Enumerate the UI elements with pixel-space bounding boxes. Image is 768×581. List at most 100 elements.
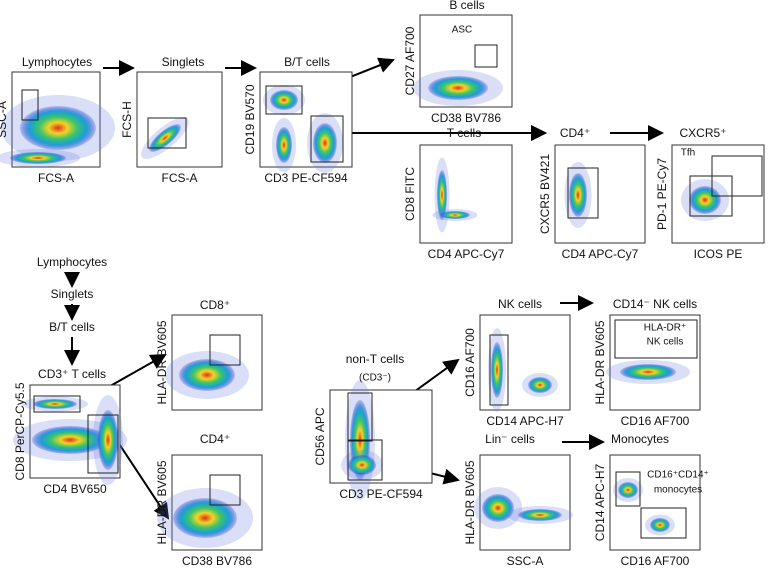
density: [569, 173, 587, 217]
gating-plot: CD4⁺ CD38 BV786 HLA-DR BV605: [155, 432, 263, 568]
gating-plot: CD3⁺ T cells CD4 BV650 CD8 PerCP-Cy5.5: [13, 367, 127, 496]
density: [10, 152, 66, 164]
x-axis-label: CD38 BV786: [431, 111, 501, 125]
gate: [21, 89, 39, 121]
annotation: Tfh: [681, 148, 695, 159]
y-axis-label: CXCR5 BV421: [538, 154, 552, 234]
y-axis-label: HLA-DR BV605: [593, 320, 607, 404]
y-axis-label: CD56 APC: [313, 407, 327, 465]
plot-title: CD8⁺: [200, 298, 230, 312]
x-axis-label: CD38 BV786: [182, 554, 252, 568]
density: [528, 377, 552, 393]
gating-plot: T cells CD4 APC-Cy7 CD8 FITC: [403, 126, 513, 261]
plot-title: Lin⁻ cells: [485, 432, 535, 446]
density: [491, 342, 503, 398]
y-axis-label: CD14 APC-H7: [593, 464, 607, 542]
plot-title: B cells: [449, 0, 484, 12]
density: [437, 170, 447, 220]
plot-title: CD3⁺ T cells: [38, 367, 106, 381]
y-axis-label: HLA-DR BV605: [155, 460, 169, 544]
flow-label: Singlets: [51, 287, 94, 301]
y-axis-label: CD19 BV570: [243, 84, 257, 154]
density: [518, 509, 562, 521]
plot-title: T cells: [447, 126, 481, 140]
gating-plot: non-T cells CD3 PE-CF594 CD56 APC (CD3⁻): [313, 352, 433, 501]
gating-plot: Lymphocytes FCS-A SSC-A: [0, 55, 115, 185]
density: [32, 426, 108, 454]
density: [276, 127, 292, 163]
plot-title: Singlets: [162, 55, 205, 69]
plot-frame: [329, 389, 433, 484]
density: [428, 76, 488, 100]
density: [620, 364, 676, 380]
gate: [33, 395, 81, 413]
plot-title: CD14⁻ NK cells: [613, 297, 697, 311]
annotation: monocytes: [654, 485, 702, 496]
density: [313, 123, 337, 163]
gate: [209, 474, 241, 506]
plot-title: CD4⁺: [560, 126, 590, 140]
density: [689, 186, 721, 214]
density: [179, 359, 235, 391]
plot-title: CD4⁺: [200, 432, 230, 446]
x-axis-label: CD4 APC-Cy7: [562, 247, 639, 261]
x-axis-label: CD14 APC-H7: [486, 414, 564, 428]
gate: [147, 117, 187, 149]
plot-frame: [419, 144, 513, 244]
x-axis-label: CD3 PE-CF594: [339, 487, 423, 501]
gating-plot: NK cells CD14 APC-H7 CD16 AF700: [463, 297, 571, 428]
gating-plot: Monocytes CD16 AF700 CD14 APC-H7 CD16⁺CD14⁺…: [593, 432, 709, 568]
annotation: CD16⁺CD14⁺: [647, 470, 709, 481]
gating-plot: B/T cells CD3 PE-CF594 CD19 BV570: [243, 55, 353, 185]
x-axis-label: ICOS PE: [694, 247, 743, 261]
gating-plot: CXCR5⁺ ICOS PE PD-1 PE-Cy7 Tfh: [655, 126, 765, 261]
gate: [615, 471, 641, 507]
y-axis-label: FCS-H: [120, 101, 134, 138]
y-axis-label: SSC-A: [0, 101, 9, 138]
density: [440, 211, 470, 219]
plot-frame: [609, 314, 701, 411]
y-axis-label: CD8 PerCP-Cy5.5: [13, 382, 27, 480]
density: [650, 518, 670, 532]
y-axis-label: HLA-DR BV605: [463, 460, 477, 544]
density: [348, 455, 376, 475]
x-axis-label: FCS-A: [38, 171, 74, 185]
gate: [347, 439, 383, 481]
gate: [711, 155, 763, 197]
flow-label: Lymphocytes: [37, 255, 107, 269]
annotation: HLA-DR⁺: [644, 323, 687, 334]
gate: [640, 507, 687, 539]
plot-frame: [609, 454, 701, 551]
x-axis-label: CD3 PE-CF594: [264, 171, 348, 185]
plot-title: Monocytes: [611, 432, 669, 446]
gate: [310, 115, 344, 163]
gating-plot: B cells CD38 BV786 CD27 AF700 ASC: [403, 0, 513, 125]
density: [270, 90, 298, 110]
density: [482, 494, 514, 522]
density: [98, 410, 118, 470]
density: [20, 106, 96, 150]
plot-title: Lymphocytes: [22, 55, 92, 69]
gate: [474, 44, 498, 68]
gating-plot: CD14⁻ NK cells CD16 AF700 HLA-DR BV605 HLA-…: [593, 297, 701, 428]
gate: [87, 414, 119, 474]
gate: [209, 334, 241, 366]
x-axis-label: CD4 APC-Cy7: [428, 247, 505, 261]
gate: [567, 167, 599, 219]
gate: [265, 85, 303, 115]
plot-title: non-T cells: [346, 352, 404, 366]
flow-label: B/T cells: [49, 320, 95, 334]
density: [149, 124, 181, 152]
y-axis-label: HLA-DR BV605: [155, 320, 169, 404]
plot-title: B/T cells: [284, 55, 330, 69]
plot-title: NK cells: [498, 297, 542, 311]
y-axis-label: CD8 FITC: [403, 167, 417, 221]
x-axis-label: CD16 AF700: [621, 554, 690, 568]
density: [33, 399, 77, 409]
plot-title: CXCR5⁺: [679, 126, 726, 140]
annotation: ASC: [452, 25, 473, 36]
y-axis-label: PD-1 PE-Cy7: [655, 158, 669, 230]
x-axis-label: CD16 AF700: [621, 414, 690, 428]
x-axis-label: SSC-A: [507, 554, 544, 568]
